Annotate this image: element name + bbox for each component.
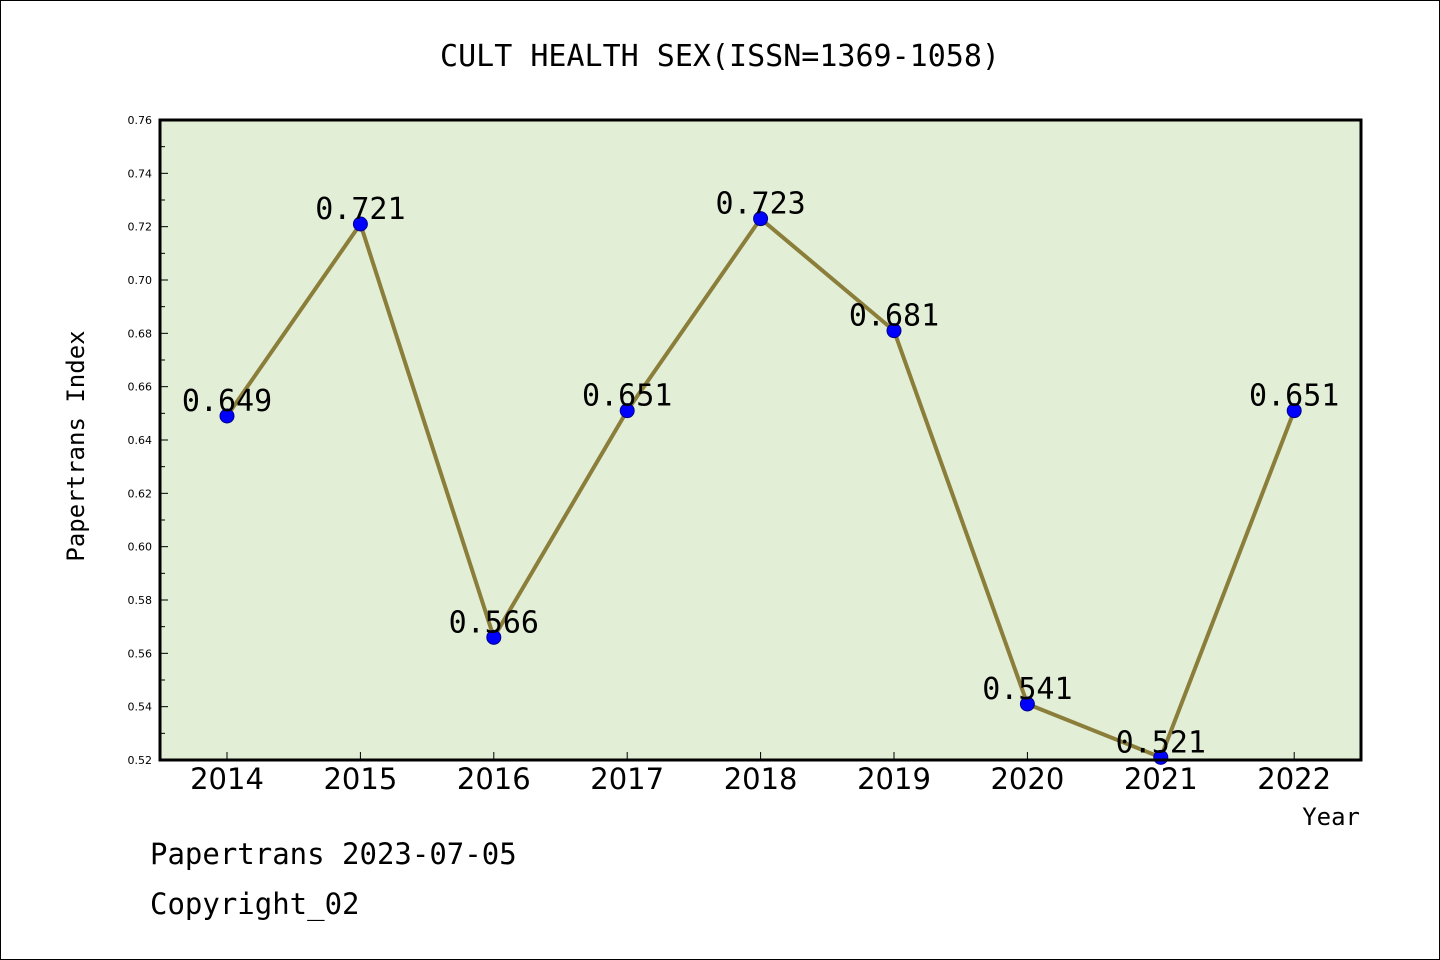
x-tick-label: 2019 [857,762,931,796]
plot-border [158,118,1363,762]
x-axis-ticks: 2014 2015 2016 2017 2018 2019 2020 2021 2022 [190,752,1331,796]
y-tick-label: 0.54 [128,701,153,714]
y-tick-label: 0.56 [128,647,153,660]
footer-copyright: Copyright_02 [150,887,360,922]
data-point [619,403,635,419]
data-label: 0.521 [1116,725,1206,760]
data-label: 0.649 [182,384,272,419]
data-point [753,211,769,227]
y-tick-label: 0.58 [128,594,153,607]
data-label: 0.721 [315,192,405,227]
y-tick-label: 0.76 [128,114,153,127]
y-tick-label: 0.62 [128,487,153,500]
y-tick-label: 0.70 [128,274,153,287]
x-axis-label: Year [1302,803,1360,831]
data-label: 0.651 [1249,379,1339,414]
y-tick-label: 0.52 [128,754,153,767]
x-tick-label: 2018 [724,762,798,796]
y-tick-label: 0.72 [128,221,153,234]
data-label: 0.723 [715,187,805,222]
y-tick-label: 0.64 [128,434,153,447]
y-axis-ticks: 0.52 0.54 0.56 0.58 0.60 0.62 0.64 0.66 0.68 0.70… [128,114,168,767]
data-point [1286,403,1302,419]
x-tick-label: 2022 [1257,762,1331,796]
x-tick-label: 2021 [1124,762,1198,796]
data-labels: 0.649 0.721 0.566 0.651 0.723 0.681 0.541 0.521… [182,187,1340,761]
data-points [219,211,1302,765]
y-tick-label: 0.66 [128,381,153,394]
data-point [352,216,368,232]
data-label: 0.681 [849,299,939,334]
y-tick-label: 0.74 [128,167,153,180]
x-tick-label: 2020 [990,762,1064,796]
data-point [886,323,902,339]
data-label: 0.541 [982,672,1072,707]
data-point [1019,696,1035,712]
x-tick-label: 2015 [323,762,397,796]
x-tick-label: 2014 [190,762,264,796]
footer-date: Papertrans 2023-07-05 [150,837,517,871]
y-axis-label: Papertrans Index [62,330,90,561]
data-label: 0.651 [582,379,672,414]
data-point [219,408,235,424]
y-tick-label: 0.60 [128,541,153,554]
chart-title: CULT HEALTH SEX(ISSN=1369-1058) [440,39,1000,74]
data-label: 0.566 [449,605,539,640]
x-tick-label: 2016 [457,762,531,796]
x-tick-label: 2017 [590,762,664,796]
y-tick-label: 0.68 [128,327,153,340]
data-point [486,629,502,645]
